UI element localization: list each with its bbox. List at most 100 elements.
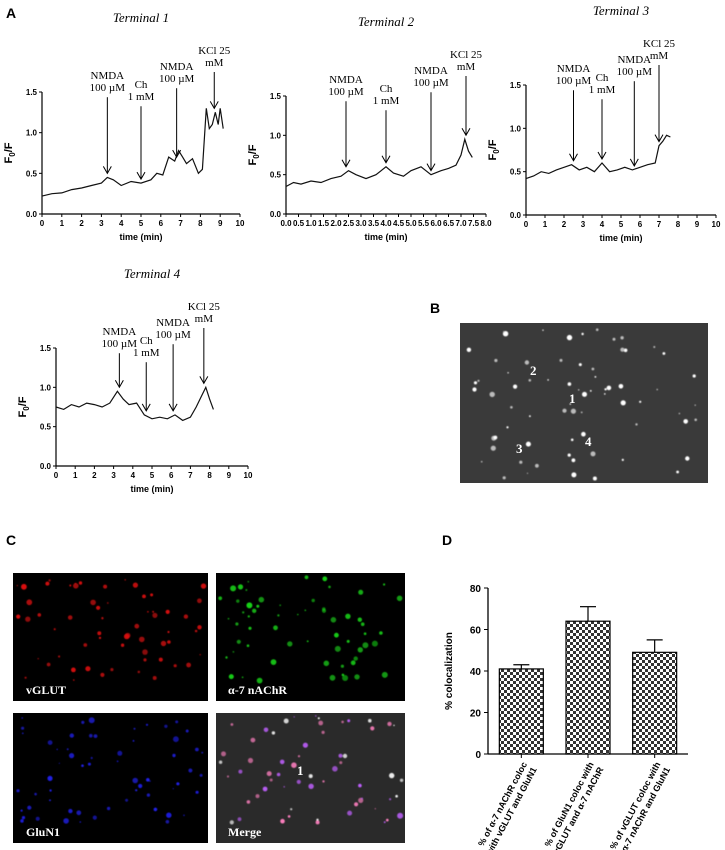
fluorescent-speck	[676, 470, 679, 474]
x-axis-label: time (min)	[119, 232, 162, 242]
fluorescent-speck	[68, 808, 73, 814]
fluorescent-speck	[592, 476, 597, 481]
x-tick-label: 9	[695, 220, 700, 229]
x-tick-label: 3	[581, 220, 586, 229]
y-tick-label: 1.0	[510, 124, 522, 133]
fluorescent-speck	[195, 790, 199, 794]
stimulus-arrow-head	[341, 159, 351, 168]
x-tick-label: 1	[60, 219, 65, 228]
fluorescent-speck	[134, 623, 140, 629]
fluorescent-speck	[283, 786, 286, 788]
fluorescent-speck	[199, 773, 203, 777]
fluorescent-speck	[604, 388, 607, 391]
fluorescent-speck	[393, 724, 395, 727]
fluorescent-speck	[341, 720, 344, 724]
fluorescent-speck	[245, 589, 248, 591]
fluorescent-speck	[247, 757, 254, 764]
fluorescent-speck	[383, 583, 386, 586]
fluorescent-speck	[137, 670, 141, 674]
fluorescent-speck	[397, 812, 404, 819]
x-tick-label: 2.5	[343, 219, 355, 228]
fluorescent-speck	[78, 581, 83, 585]
fluorescent-speck	[164, 724, 168, 728]
fluorescent-speck	[683, 419, 688, 424]
fluorescent-speck	[103, 584, 108, 589]
x-tick-label: 0.0	[280, 219, 292, 228]
fluorescent-speck	[502, 476, 506, 480]
merge-marker-label: 1	[297, 763, 304, 778]
y-tick-label: 0.5	[270, 171, 282, 180]
fluorescent-speck	[142, 594, 146, 599]
stimulus-label: 100 µM	[159, 73, 195, 85]
stimulus-label: Ch	[380, 83, 393, 95]
fluorescent-speck	[227, 617, 230, 620]
micrograph-label-vglut: vGLUT	[26, 683, 66, 697]
bar	[498, 668, 544, 755]
fluorescent-speck	[69, 733, 75, 738]
fluorescent-speck	[567, 453, 571, 457]
trace-plot-1: Terminal 1 0.0 0.5 1.0 1.5 0 1 2 3 4 5 6 7 8 9 10 time (…	[3, 10, 245, 242]
fluorescent-speck	[395, 794, 398, 798]
x-tick-label: 1	[543, 220, 548, 229]
y-tick-label: 1.0	[26, 129, 38, 138]
x-tick-label: 2	[92, 471, 97, 480]
fluorescent-speck	[46, 662, 51, 667]
fluorescent-speck	[247, 615, 250, 618]
fluorescent-speck	[90, 756, 93, 760]
fluorescent-speck	[132, 777, 138, 784]
fluorescent-speck	[92, 815, 97, 820]
fluorescent-speck	[258, 596, 265, 603]
fluorescent-speck	[273, 625, 278, 631]
fluorescent-speck	[106, 806, 111, 811]
fluorescent-speck	[363, 632, 367, 635]
fluorescent-speck	[591, 367, 595, 371]
bar	[632, 651, 678, 755]
x-tick-label: 5.5	[418, 219, 430, 228]
fluorescent-speck	[16, 789, 20, 793]
trace-plot-3: Terminal 3 0.0 0.5 1.0 1.5 0 1 2 3 4 5 6 7 8 9 10 time (…	[487, 3, 721, 243]
fluorescent-speck	[612, 337, 616, 341]
fluorescent-speck	[283, 718, 289, 724]
fluorescent-speck	[116, 760, 119, 763]
fluorescent-speck	[287, 641, 293, 647]
stimulus-label: NMDA	[414, 65, 448, 77]
fluorescent-speck	[389, 772, 395, 779]
fluorescent-speck	[323, 660, 330, 667]
x-tick-label: 4.0	[380, 219, 392, 228]
fluorescent-speck	[345, 613, 351, 619]
x-tick-label: 5	[139, 219, 144, 228]
fluorescent-speck	[321, 730, 325, 735]
fluorescent-speck	[507, 372, 509, 374]
fluorescent-speck	[330, 617, 337, 623]
fluorescent-speck	[639, 400, 642, 403]
fluorescent-speck	[322, 576, 328, 582]
micrograph-label-glun1: GluN1	[26, 825, 60, 839]
x-axis-label: time (min)	[599, 233, 642, 243]
fluorescent-speck	[279, 604, 282, 607]
stimulus-label: NMDA	[160, 61, 194, 73]
fluorescent-speck	[87, 762, 91, 766]
fluorescent-speck	[48, 579, 51, 582]
fluorescent-speck	[89, 733, 93, 738]
fluorescent-speck	[22, 732, 24, 735]
fluorescent-speck	[21, 583, 27, 590]
fluorescent-speck	[334, 632, 339, 638]
fluorescent-speck	[350, 660, 356, 666]
stimulus-arrow-head	[136, 171, 146, 181]
stimulus-label: KCl 25	[643, 38, 676, 50]
fluorescent-speck	[124, 579, 126, 581]
y-axis-label: F0/F	[17, 396, 31, 417]
fluorescent-speck	[194, 629, 198, 633]
micrograph-b-specks	[466, 328, 697, 481]
x-axis-label: time (min)	[130, 484, 173, 494]
micrograph-b-label-1: 1	[569, 391, 576, 406]
stimulus-arrow-head	[597, 151, 607, 161]
fluorescent-speck	[590, 451, 596, 457]
fluorescent-speck	[45, 581, 50, 586]
fluorescent-speck	[519, 460, 523, 464]
x-tick-label: 5	[150, 471, 155, 480]
x-tick-label: 6	[159, 219, 164, 228]
x-tick-label: 1.0	[305, 219, 317, 228]
fluorescent-speck	[58, 655, 61, 658]
fluorescent-speck	[199, 654, 201, 656]
